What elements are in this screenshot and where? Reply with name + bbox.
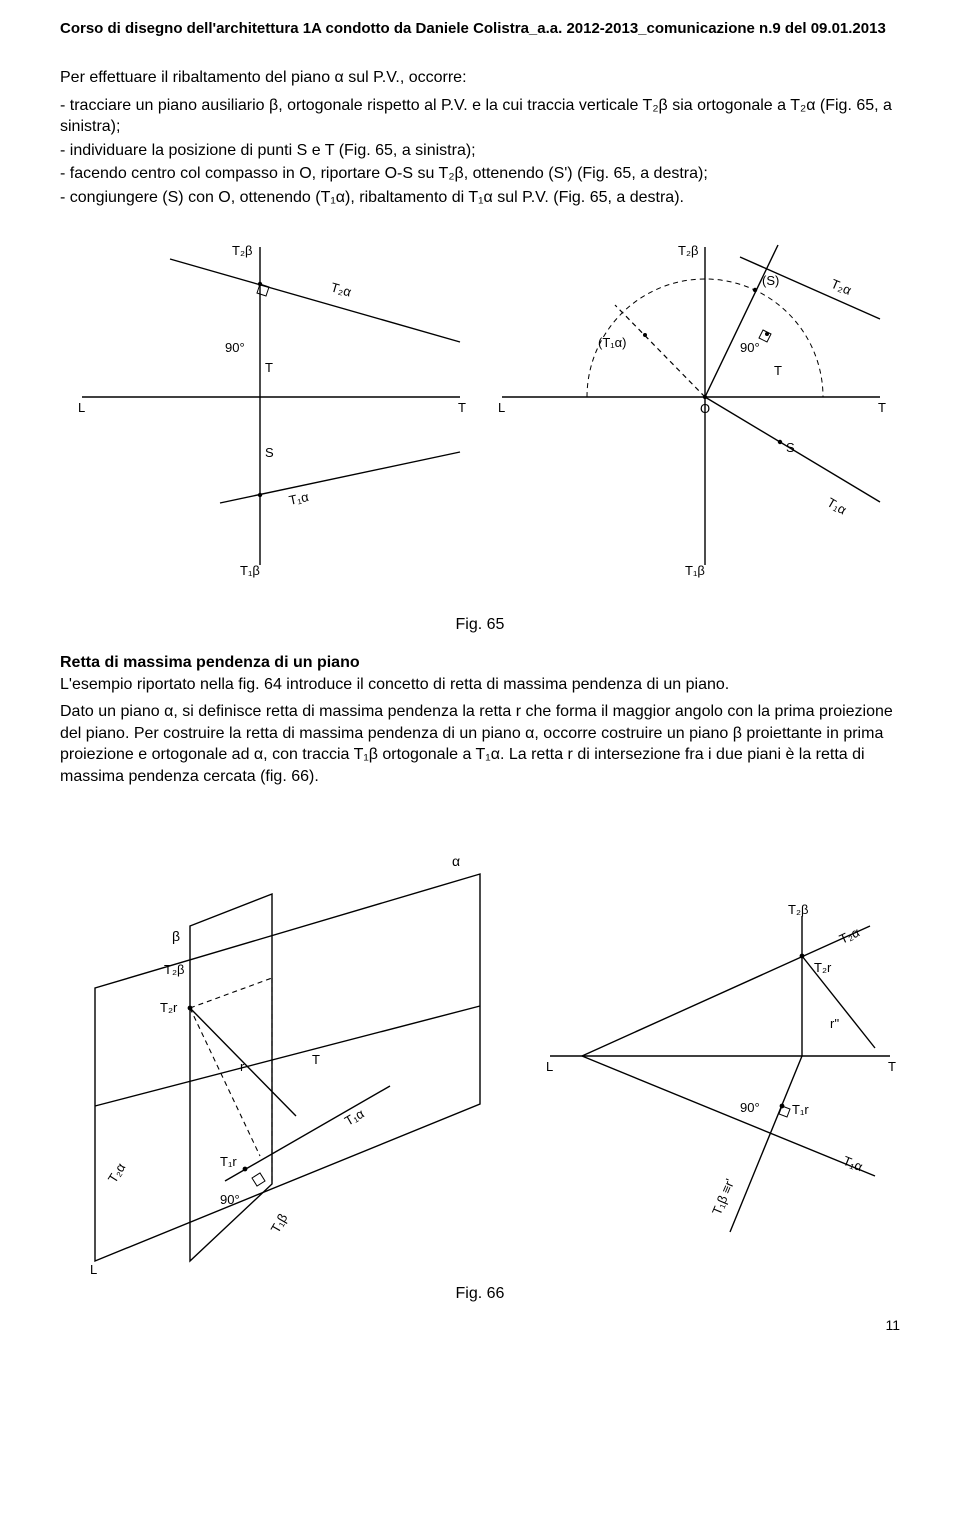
label-T2r-l: T₂r xyxy=(160,1000,178,1015)
label-T2a-right: T₂α xyxy=(829,276,854,298)
label-T2b-l: T₂β xyxy=(164,962,184,977)
label-L-r: L xyxy=(546,1059,553,1074)
label-T1b-left: T₁β xyxy=(240,563,260,578)
list-item: - facendo centro col compasso in O, ripo… xyxy=(60,163,900,185)
figure-65-caption: Fig. 65 xyxy=(60,616,900,634)
label-T2a-left: T₂α xyxy=(329,279,353,299)
course-header: Corso di disegno dell'architettura 1A co… xyxy=(60,20,900,37)
label-S-paren: (S) xyxy=(762,273,779,288)
label-90-left: 90° xyxy=(225,340,245,355)
label-90-l: 90° xyxy=(220,1192,240,1207)
label-T-left: T xyxy=(265,360,273,375)
label-90-r: 90° xyxy=(740,1100,760,1115)
label-T1b-l: T₁β xyxy=(268,1210,291,1235)
label-T2b-left: T₂β xyxy=(232,243,252,258)
label-L: L xyxy=(78,400,85,415)
label-T2b-r: T₂β xyxy=(788,902,808,917)
label-S-right: S xyxy=(786,440,795,455)
list-item: - congiungere (S) con O, ottenendo (T₁α)… xyxy=(60,187,900,209)
label-T2a-r: T₂α xyxy=(837,924,862,946)
figure-65: L T T₂α T₁α T₂β T₁β 90° T S L T xyxy=(60,227,900,634)
label-rpp: r'' xyxy=(830,1016,839,1031)
label-T1a-left: T₁α xyxy=(288,489,311,508)
label-T2b-right: T₂β xyxy=(678,243,698,258)
label-T2r-r: T₂r xyxy=(814,960,832,975)
label-T1a-l: T₁α xyxy=(342,1105,367,1128)
label-beta: β xyxy=(172,928,180,944)
label-T1r-r: T₁r xyxy=(792,1102,809,1117)
label-S-left: S xyxy=(265,445,274,460)
section-heading: Retta di massima pendenza di un piano xyxy=(60,654,900,672)
figure-66-caption: Fig. 66 xyxy=(60,1285,900,1303)
figure-66: α β T₂β T₂r r T T₂α xyxy=(60,806,900,1303)
label-T1a-right: T₁α xyxy=(825,494,850,517)
label-T1b-right: T₁β xyxy=(685,563,705,578)
page-number: 11 xyxy=(885,1317,900,1333)
label-90-right: 90° xyxy=(740,340,760,355)
section2-p1: L'esempio riportato nella fig. 64 introd… xyxy=(60,674,900,696)
label-T1b-rprime: T₁β ≡r' xyxy=(709,1176,738,1217)
figure-66-svg: α β T₂β T₂r r T T₂α xyxy=(60,806,900,1276)
intro-line: Per effettuare il ribaltamento del piano… xyxy=(60,67,900,89)
label-T2a-l: T₂α xyxy=(105,1159,129,1185)
list-item: - individuare la posizione di punti S e … xyxy=(60,140,900,162)
label-T-right-up: T xyxy=(774,363,782,378)
label-T1a-paren: (T₁α) xyxy=(598,335,627,350)
label-L-l: L xyxy=(90,1262,97,1276)
label-alpha: α xyxy=(452,853,460,869)
label-L-r: L xyxy=(498,400,505,415)
label-T: T xyxy=(458,400,466,415)
label-T1r-l: T₁r xyxy=(220,1154,237,1169)
figure-65-svg: L T T₂α T₁α T₂β T₁β 90° T S L T xyxy=(60,227,900,607)
section2-p2: Dato un piano α, si definisce retta di m… xyxy=(60,701,900,787)
label-T-r: T xyxy=(878,400,886,415)
label-r: r xyxy=(240,1059,245,1074)
label-T-r: T xyxy=(888,1059,896,1074)
label-T-l: T xyxy=(312,1052,320,1067)
list-item: - tracciare un piano ausiliario β, ortog… xyxy=(60,95,900,138)
